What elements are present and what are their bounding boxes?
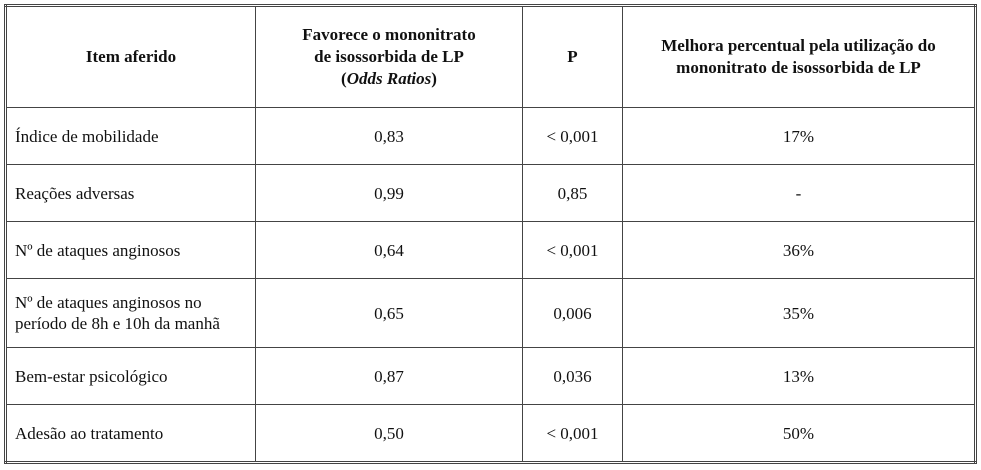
header-text: mononitrato de isossorbida de LP: [676, 58, 921, 77]
table-cell: 0,036: [522, 347, 623, 405]
table-cell: 0,65: [255, 278, 523, 348]
table-cell: 0,64: [255, 221, 523, 279]
table-cell: 0,85: [522, 164, 623, 222]
table-cell: 0,50: [255, 404, 523, 463]
table-row: Índice de mobilidade 0,83 < 0,001 17%: [5, 107, 976, 165]
table-row: Nº de ataques anginosos no período de 8h…: [5, 278, 976, 348]
table-cell: 17%: [622, 107, 976, 165]
data-table: Item aferido Favorece o mononitrato de i…: [4, 4, 977, 464]
table-cell: 13%: [622, 347, 976, 405]
table-header: Item aferido Favorece o mononitrato de i…: [5, 5, 976, 108]
header-text: ): [431, 69, 437, 88]
header-cell: Melhora percentual pela utilização do mo…: [622, 5, 976, 108]
header-text: P: [567, 47, 578, 66]
header-text: Favorece o mononitrato: [302, 25, 476, 44]
table-body: Índice de mobilidade 0,83 < 0,001 17% Reaçõe…: [5, 107, 976, 463]
header-cell: P: [522, 5, 623, 108]
table-cell: 0,83: [255, 107, 523, 165]
table-cell: Índice de mobilidade: [5, 107, 256, 165]
header-text: Melhora percentual pela utilização do: [661, 36, 936, 55]
header-text: Item aferido: [85, 47, 177, 66]
table-cell: -: [622, 164, 976, 222]
table-cell: < 0,001: [522, 404, 623, 463]
table-cell: Nº de ataques anginosos no período de 8h…: [5, 278, 256, 348]
header-cell: Item aferido: [5, 5, 256, 108]
table-row: Adesão ao tratamento 0,50 < 0,001 50%: [5, 404, 976, 463]
table-cell: 35%: [622, 278, 976, 348]
table-cell: Nº de ataques anginosos: [5, 221, 256, 279]
table-cell: < 0,001: [522, 221, 623, 279]
table-cell: Bem-estar psicológico: [5, 347, 256, 405]
header-text: (: [341, 69, 347, 88]
table-cell: 36%: [622, 221, 976, 279]
table-cell: 50%: [622, 404, 976, 463]
table-row: Bem-estar psicológico 0,87 0,036 13%: [5, 347, 976, 405]
table-cell: Adesão ao tratamento: [5, 404, 256, 463]
header-text: de isossorbida de LP: [314, 47, 464, 66]
table-cell: Reações adversas: [5, 164, 256, 222]
table-cell: 0,87: [255, 347, 523, 405]
header-cell: Favorece o mononitrato de isossorbida de…: [255, 5, 523, 108]
header-text: Odds Ratios: [346, 69, 432, 88]
table-cell: < 0,001: [522, 107, 623, 165]
table-row: Reações adversas 0,99 0,85-: [5, 164, 976, 222]
header-row: Item aferido Favorece o mononitrato de i…: [5, 5, 976, 108]
table-cell: 0,006: [522, 278, 623, 348]
table-cell: 0,99: [255, 164, 523, 222]
table-row: Nº de ataques anginosos 0,64 < 0,001 36%: [5, 221, 976, 279]
